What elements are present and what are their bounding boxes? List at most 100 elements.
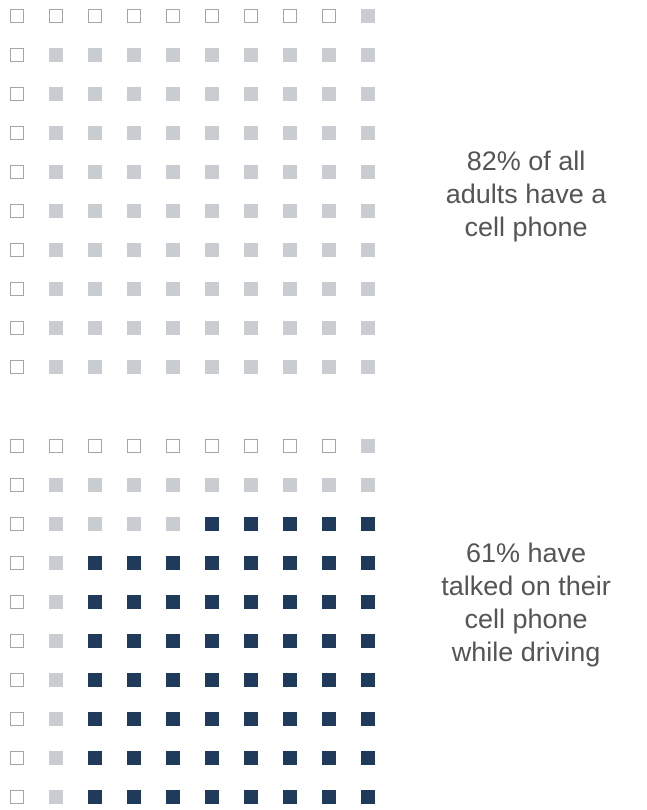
waffle-square-gray bbox=[49, 360, 63, 374]
waffle-square-gray bbox=[361, 439, 375, 453]
waffle-square-gray bbox=[88, 478, 102, 492]
waffle-square-gray bbox=[322, 48, 336, 62]
waffle-square-gray bbox=[88, 204, 102, 218]
waffle-square-navy bbox=[322, 751, 336, 765]
waffle-square-navy bbox=[322, 634, 336, 648]
waffle-square-gray bbox=[166, 126, 180, 140]
waffle-square-empty bbox=[10, 165, 24, 179]
waffle-square-navy bbox=[361, 595, 375, 609]
waffle-square-gray bbox=[283, 243, 297, 257]
waffle-square-empty bbox=[10, 9, 24, 23]
waffle-square-navy bbox=[127, 556, 141, 570]
waffle-square-navy bbox=[205, 595, 219, 609]
waffle-square-navy bbox=[166, 634, 180, 648]
waffle-square-gray bbox=[127, 243, 141, 257]
waffle-square-navy bbox=[322, 517, 336, 531]
waffle-square-empty bbox=[49, 439, 63, 453]
waffle-square-gray bbox=[127, 517, 141, 531]
waffle-square-empty bbox=[244, 9, 258, 23]
waffle-square-navy bbox=[244, 751, 258, 765]
caption-line: 61% have bbox=[465, 538, 587, 568]
waffle-square-gray bbox=[244, 360, 258, 374]
waffle-square-gray bbox=[283, 126, 297, 140]
waffle-square-gray bbox=[322, 204, 336, 218]
waffle-square-navy bbox=[88, 634, 102, 648]
waffle-square-gray bbox=[244, 243, 258, 257]
waffle-square-navy bbox=[88, 556, 102, 570]
waffle-square-empty bbox=[10, 517, 24, 531]
waffle-square-gray bbox=[88, 48, 102, 62]
waffle-square-empty bbox=[10, 126, 24, 140]
waffle-square-gray bbox=[166, 243, 180, 257]
waffle-square-navy bbox=[205, 790, 219, 804]
waffle-square-navy bbox=[244, 712, 258, 726]
waffle-square-navy bbox=[166, 556, 180, 570]
waffle-square-gray bbox=[127, 204, 141, 218]
waffle-square-gray bbox=[49, 282, 63, 296]
waffle-square-gray bbox=[322, 87, 336, 101]
waffle-square-empty bbox=[10, 321, 24, 335]
waffle-square-navy bbox=[244, 634, 258, 648]
waffle-square-empty bbox=[10, 790, 24, 804]
waffle-square-gray bbox=[49, 712, 63, 726]
waffle-square-navy bbox=[244, 556, 258, 570]
caption-line: talked on their bbox=[441, 571, 611, 601]
waffle-square-navy bbox=[322, 595, 336, 609]
caption-line: 82% of all bbox=[466, 146, 586, 176]
waffle-square-gray bbox=[88, 243, 102, 257]
waffle-square-gray bbox=[205, 48, 219, 62]
waffle-square-navy bbox=[127, 634, 141, 648]
waffle-square-gray bbox=[361, 165, 375, 179]
waffle-square-gray bbox=[88, 282, 102, 296]
waffle-square-gray bbox=[244, 204, 258, 218]
waffle-square-empty bbox=[10, 87, 24, 101]
waffle-square-empty bbox=[10, 360, 24, 374]
waffle-square-gray bbox=[88, 126, 102, 140]
waffle-square-gray bbox=[283, 282, 297, 296]
waffle-square-navy bbox=[205, 517, 219, 531]
caption-driving: 61% have talked on their cell phone whil… bbox=[405, 537, 647, 669]
waffle-square-gray bbox=[283, 360, 297, 374]
waffle-square-empty bbox=[10, 282, 24, 296]
waffle-square-navy bbox=[361, 673, 375, 687]
waffle-square-empty bbox=[127, 439, 141, 453]
waffle-square-empty bbox=[49, 9, 63, 23]
waffle-square-empty bbox=[88, 9, 102, 23]
waffle-square-gray bbox=[283, 478, 297, 492]
waffle-square-gray bbox=[361, 204, 375, 218]
waffle-square-navy bbox=[244, 595, 258, 609]
waffle-square-gray bbox=[166, 478, 180, 492]
waffle-square-gray bbox=[322, 321, 336, 335]
waffle-square-navy bbox=[88, 751, 102, 765]
caption-line: while driving bbox=[451, 637, 601, 667]
waffle-square-gray bbox=[88, 87, 102, 101]
waffle-square-empty bbox=[283, 9, 297, 23]
waffle-square-gray bbox=[283, 321, 297, 335]
waffle-square-empty bbox=[127, 9, 141, 23]
waffle-square-empty bbox=[322, 9, 336, 23]
waffle-square-navy bbox=[283, 751, 297, 765]
waffle-square-gray bbox=[361, 87, 375, 101]
waffle-square-empty bbox=[10, 595, 24, 609]
waffle-square-navy bbox=[205, 673, 219, 687]
waffle-square-gray bbox=[127, 478, 141, 492]
waffle-square-gray bbox=[49, 517, 63, 531]
waffle-square-gray bbox=[283, 48, 297, 62]
waffle-square-gray bbox=[205, 360, 219, 374]
waffle-square-empty bbox=[10, 48, 24, 62]
waffle-square-navy bbox=[88, 595, 102, 609]
waffle-square-gray bbox=[205, 126, 219, 140]
waffle-square-empty bbox=[10, 712, 24, 726]
waffle-square-gray bbox=[166, 48, 180, 62]
waffle-square-gray bbox=[283, 87, 297, 101]
waffle-square-empty bbox=[166, 9, 180, 23]
waffle-square-gray bbox=[205, 165, 219, 179]
waffle-square-gray bbox=[322, 126, 336, 140]
waffle-square-navy bbox=[166, 712, 180, 726]
waffle-square-gray bbox=[49, 87, 63, 101]
waffle-square-gray bbox=[49, 595, 63, 609]
waffle-square-empty bbox=[10, 556, 24, 570]
waffle-square-gray bbox=[166, 321, 180, 335]
waffle-square-gray bbox=[88, 165, 102, 179]
waffle-square-navy bbox=[205, 712, 219, 726]
